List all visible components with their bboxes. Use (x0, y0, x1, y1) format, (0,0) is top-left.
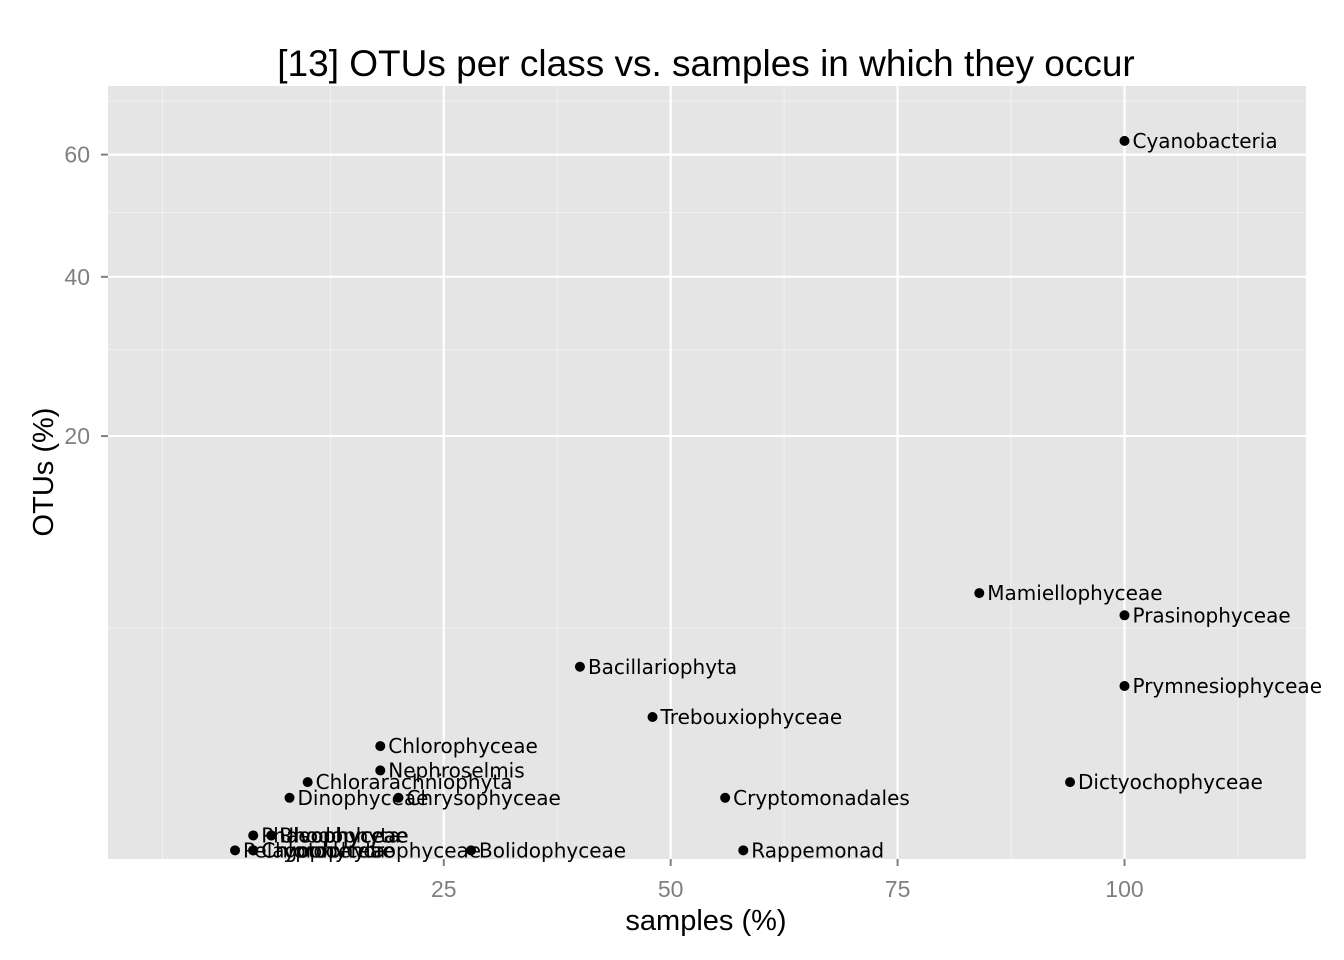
data-point-label: Dictyochophyceae (1078, 770, 1263, 794)
data-point (393, 792, 404, 803)
y-axis: 20 40 60 (64, 142, 108, 449)
data-point (974, 588, 985, 599)
plot-panel (108, 86, 1306, 859)
data-point (1065, 777, 1076, 788)
x-axis-title: samples (%) (625, 905, 786, 937)
minor-grid (108, 86, 1306, 859)
data-point-label: Pelagophyceae (243, 838, 394, 862)
x-tick-label: 25 (431, 876, 457, 902)
data-point-label: Mamiellophyceae (987, 581, 1162, 605)
data-point-label: Cryptomonadales (733, 786, 910, 810)
data-point-label: Bolidophyceae (479, 838, 626, 862)
x-tick-label: 50 (658, 876, 684, 902)
data-point (1119, 680, 1130, 691)
data-point-label: Chrysophyceae (406, 786, 560, 810)
x-tick-label: 75 (885, 876, 911, 902)
data-point (230, 845, 241, 856)
data-point (647, 712, 658, 723)
data-point (284, 792, 295, 803)
data-point-label: Chlorodendrophyceae (261, 838, 481, 862)
y-tick-label: 40 (64, 264, 90, 290)
y-tick-label: 20 (64, 423, 90, 449)
data-point-label: Bacillariophyta (588, 655, 737, 679)
data-point (248, 830, 259, 841)
chart-title: [13] OTUs per class vs. samples in which… (277, 43, 1134, 84)
y-tick-label: 60 (64, 142, 90, 168)
data-point-label: Rappemonad (751, 838, 884, 862)
data-point-label: Dinophyceae (298, 786, 429, 810)
data-point-label: Rhodophyta (279, 823, 400, 847)
y-axis-title: OTUs (%) (28, 408, 60, 537)
data-point-label: Cyanobacteria (1132, 129, 1277, 153)
data-point-label: Cryptophyta (261, 838, 385, 862)
data-point-label: Chlorophyceae (388, 734, 538, 758)
data-point (375, 741, 386, 752)
data-point (720, 792, 731, 803)
data-point (375, 765, 386, 776)
data-point (302, 777, 313, 788)
major-grid (108, 86, 1306, 859)
data-point-label: Trebouxiophyceae (660, 705, 843, 729)
data-point (248, 845, 259, 856)
data-point (1119, 610, 1130, 621)
data-points (230, 135, 1130, 856)
data-point (266, 830, 277, 841)
data-point-label: Prasinophyceae (1132, 603, 1290, 627)
data-point-labels: Cyanobacteria MamiellophyceaePrasinophyce… (243, 129, 1322, 862)
data-point (1119, 135, 1130, 146)
data-point-label: Ulvophyceae (279, 823, 408, 847)
data-point-label: Prymnesiophyceae (1132, 674, 1322, 698)
data-point-label: Chlorarachniophyta (316, 770, 513, 794)
x-axis: 25 50 75 100 (431, 859, 1144, 902)
data-point (738, 845, 749, 856)
data-point-label: Nephroselmis (388, 758, 524, 782)
data-point (466, 845, 477, 856)
data-point (574, 661, 585, 672)
data-point-label: Phaeophyceae (261, 823, 408, 847)
x-tick-label: 100 (1105, 876, 1143, 902)
